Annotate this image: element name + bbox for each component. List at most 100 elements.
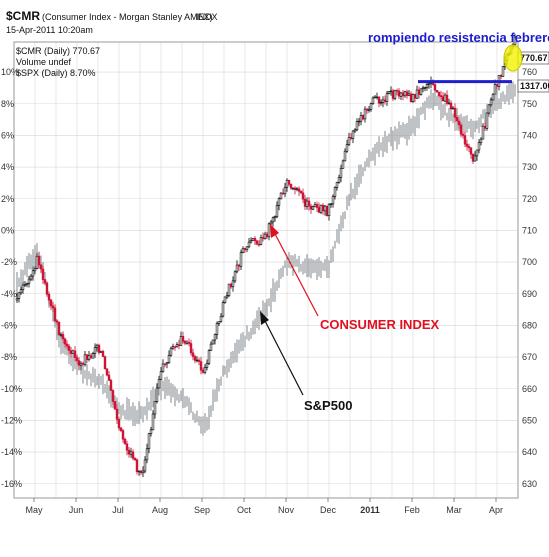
cmr-candle-48 [111, 390, 115, 402]
cmr-candle-21 [57, 321, 61, 336]
cmr-candle-80 [175, 344, 179, 348]
x-tick-label-10: Mar [446, 505, 462, 515]
cmr-candle-134 [283, 187, 287, 195]
arrow-sp500-head [260, 311, 269, 325]
cmr-candle-190 [395, 90, 399, 92]
left-tick-label-2: -12% [1, 415, 22, 425]
cmr-candle-238 [491, 93, 495, 101]
cmr-candle-236 [487, 104, 491, 114]
left-tick-label-12: 8% [1, 99, 14, 109]
cmr-candle-170 [355, 121, 359, 131]
cmr-candle-162 [339, 168, 343, 178]
cmr-candle-160 [335, 182, 339, 188]
cmr-candle-46 [107, 374, 111, 381]
price-tag-secondary-box [517, 79, 549, 93]
cmr-candle-221 [457, 120, 461, 126]
cmr-candle-64 [143, 459, 147, 472]
x-tick-label-0: May [25, 505, 43, 515]
cmr-candle-61 [137, 470, 141, 473]
cmr-candle-106 [227, 283, 231, 296]
legend-spx: $SPX (Daily) 8.70% [16, 68, 96, 78]
cmr-candle-14 [43, 279, 47, 284]
left-tick-label-0: -16% [1, 479, 22, 489]
cmr-candle-215 [445, 94, 449, 104]
cmr-candle-205 [425, 84, 429, 88]
x-tick-label-6: Nov [278, 505, 295, 515]
cmr-candle-92 [199, 361, 203, 371]
cmr-candle-104 [223, 296, 227, 303]
cmr-candle-67 [149, 429, 153, 434]
arrow-sp500-shaft [262, 316, 304, 396]
cmr-candle-229 [473, 155, 477, 162]
cmr-candle-59 [133, 457, 137, 461]
cmr-candle-117 [249, 240, 253, 243]
cmr-candle-57 [129, 451, 133, 455]
chart-date: 15-Apr-2011 10:20am [6, 25, 93, 35]
cmr-candle-161 [337, 177, 341, 183]
cmr-candle-101 [217, 321, 221, 324]
cmr-candle-94 [203, 367, 207, 373]
cmr-candle-95 [205, 362, 209, 368]
cmr-candle-90 [195, 359, 199, 362]
cmr-candle-225 [465, 143, 469, 147]
cmr-candle-155 [325, 205, 329, 217]
cmr-candle-146 [307, 200, 311, 207]
cmr-candle-243 [501, 66, 505, 77]
cmr-candle-177 [369, 103, 373, 110]
cmr-candle-204 [423, 87, 427, 89]
x-tick-label-7: Dec [320, 505, 337, 515]
cmr-candle-200 [415, 89, 419, 99]
cmr-candle-23 [61, 334, 65, 340]
cmr-candle-219 [453, 107, 457, 118]
cmr-candle-235 [485, 112, 489, 129]
cmr-candle-214 [443, 94, 447, 102]
cmr-candle-199 [413, 94, 417, 99]
cmr-candle-27 [69, 350, 73, 354]
cmr-candle-210 [435, 90, 439, 93]
cmr-candle-78 [171, 346, 175, 349]
cmr-candle-108 [231, 280, 235, 288]
cmr-candle-176 [367, 109, 371, 111]
cmr-candle-65 [145, 448, 149, 461]
x-tick-label-3: Aug [152, 505, 168, 515]
cmr-candle-158 [331, 196, 335, 205]
cmr-candle-115 [245, 246, 249, 250]
cmr-candle-44 [103, 356, 107, 370]
cmr-candle-119 [253, 238, 257, 242]
cmr-candle-7 [29, 275, 33, 280]
right-tick-label-1: 640 [522, 447, 537, 457]
cmr-candle-26 [67, 345, 71, 351]
left-tick-label-7: -2% [1, 257, 17, 267]
cmr-candle-9 [33, 268, 37, 272]
cmr-candle-122 [259, 237, 263, 245]
cmr-candle-12 [39, 264, 43, 270]
cmr-candle-73 [161, 363, 165, 372]
cmr-candle-83 [181, 335, 185, 342]
right-tick-label-0: 630 [522, 479, 537, 489]
cmr-candle-43 [101, 350, 105, 357]
cmr-candle-35 [85, 354, 89, 360]
cmr-candle-45 [105, 368, 109, 376]
cmr-candle-31 [77, 360, 81, 366]
cmr-candle-17 [49, 299, 53, 307]
cmr-candle-137 [289, 183, 293, 189]
plot-frame [13, 41, 519, 499]
cmr-candle-179 [373, 96, 377, 99]
cmr-candle-109 [233, 271, 237, 282]
annotation-sp500: S&P500 [304, 398, 352, 413]
cmr-candle-237 [489, 99, 493, 106]
cmr-candle-58 [131, 451, 135, 459]
cmr-candle-87 [189, 343, 193, 354]
cmr-candle-66 [147, 433, 151, 450]
cmr-candle-230 [475, 149, 479, 157]
cmr-candle-217 [449, 102, 453, 110]
cmr-candle-189 [393, 90, 397, 99]
cmr-candle-191 [397, 90, 401, 97]
right-tick-label-13: 760 [522, 67, 537, 77]
cmr-candle-231 [477, 142, 481, 151]
right-tick-label-12: 750 [522, 99, 537, 109]
cmr-candle-135 [285, 179, 289, 188]
x-tick-label-1: Jun [69, 505, 84, 515]
right-tick-label-8: 710 [522, 225, 537, 235]
